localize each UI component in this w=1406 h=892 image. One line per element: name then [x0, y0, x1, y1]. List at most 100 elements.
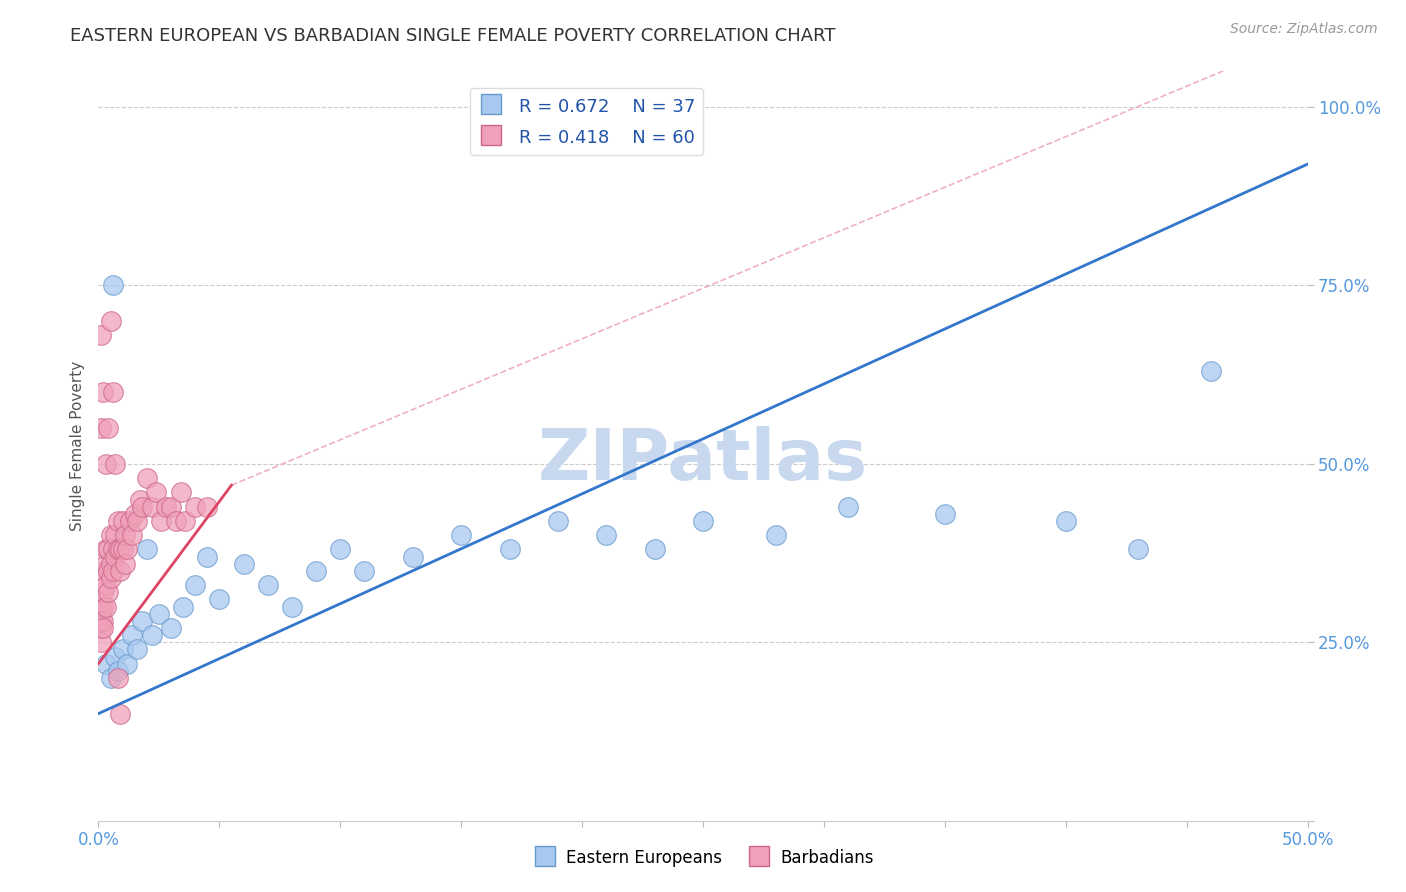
Point: [108, 706, 131, 721]
Point: [100, 671, 122, 685]
Point: [91, 621, 114, 635]
Point: [101, 564, 124, 578]
Point: [131, 500, 153, 514]
Point: [141, 628, 163, 642]
Point: [184, 500, 207, 514]
Point: [91, 385, 114, 400]
Point: [97, 542, 120, 557]
Point: [172, 599, 194, 614]
Point: [155, 500, 177, 514]
Point: [765, 528, 787, 542]
Point: [498, 542, 520, 557]
Point: [117, 542, 139, 557]
Point: [127, 642, 149, 657]
Point: [104, 528, 127, 542]
Point: [90, 607, 112, 621]
Point: [837, 500, 859, 514]
Point: [127, 514, 149, 528]
Point: [101, 542, 124, 557]
Point: [169, 485, 191, 500]
Point: [104, 457, 127, 471]
Point: [107, 671, 129, 685]
Point: [97, 421, 120, 435]
Point: [165, 514, 187, 528]
Point: [107, 664, 129, 678]
Point: [135, 471, 157, 485]
Point: [160, 500, 183, 514]
Point: [232, 557, 254, 571]
Point: [114, 557, 136, 571]
Point: [1054, 514, 1077, 528]
Point: [97, 564, 120, 578]
Point: [934, 507, 956, 521]
Point: [281, 599, 304, 614]
Point: [90, 599, 112, 614]
Point: [174, 514, 197, 528]
Point: [100, 314, 122, 328]
Point: [108, 564, 131, 578]
Point: [111, 542, 134, 557]
Point: [91, 564, 114, 578]
Point: [91, 599, 114, 614]
Point: [208, 592, 231, 607]
Point: [1199, 364, 1222, 378]
Point: [90, 621, 112, 635]
Y-axis label: Single Female Poverty: Single Female Poverty: [69, 361, 84, 531]
Point: [195, 549, 218, 564]
Point: [305, 564, 328, 578]
Point: [402, 549, 425, 564]
Point: [107, 514, 129, 528]
Point: [256, 578, 278, 592]
Point: [107, 542, 129, 557]
Point: [150, 514, 173, 528]
Point: [595, 528, 617, 542]
Point: [184, 578, 207, 592]
Point: [90, 635, 112, 649]
Point: [111, 514, 134, 528]
Point: [94, 542, 117, 557]
Point: [547, 514, 569, 528]
Legend: Eastern Europeans, Barbadians: Eastern Europeans, Barbadians: [526, 841, 880, 875]
Point: [90, 614, 112, 628]
Point: [124, 507, 146, 521]
Point: [135, 542, 157, 557]
Point: [91, 614, 114, 628]
Point: [108, 542, 131, 557]
Point: [145, 485, 167, 500]
Point: [100, 557, 122, 571]
Point: [353, 564, 375, 578]
Point: [692, 514, 714, 528]
Point: [114, 528, 136, 542]
Point: [91, 585, 114, 599]
Point: [160, 621, 183, 635]
Point: [94, 578, 117, 592]
Point: [148, 607, 170, 621]
Point: [100, 528, 122, 542]
Point: [195, 500, 218, 514]
Point: [97, 585, 120, 599]
Point: [101, 278, 124, 293]
Text: Source: ZipAtlas.com: Source: ZipAtlas.com: [1230, 22, 1378, 37]
Point: [117, 657, 139, 671]
Point: [111, 642, 134, 657]
Point: [121, 528, 143, 542]
Point: [104, 549, 127, 564]
Point: [94, 657, 117, 671]
Point: [90, 328, 112, 343]
Point: [450, 528, 472, 542]
Legend: R = 0.672    N = 37, R = 0.418    N = 60: R = 0.672 N = 37, R = 0.418 N = 60: [470, 88, 703, 155]
Point: [329, 542, 352, 557]
Point: [644, 542, 666, 557]
Point: [94, 599, 117, 614]
Text: EASTERN EUROPEAN VS BARBADIAN SINGLE FEMALE POVERTY CORRELATION CHART: EASTERN EUROPEAN VS BARBADIAN SINGLE FEM…: [70, 27, 835, 45]
Point: [131, 614, 153, 628]
Point: [104, 649, 127, 664]
Point: [141, 500, 163, 514]
Point: [118, 514, 141, 528]
Point: [94, 557, 117, 571]
Text: ZIPatlas: ZIPatlas: [538, 426, 868, 495]
Point: [121, 628, 143, 642]
Point: [94, 457, 117, 471]
Point: [1128, 542, 1150, 557]
Point: [90, 421, 112, 435]
